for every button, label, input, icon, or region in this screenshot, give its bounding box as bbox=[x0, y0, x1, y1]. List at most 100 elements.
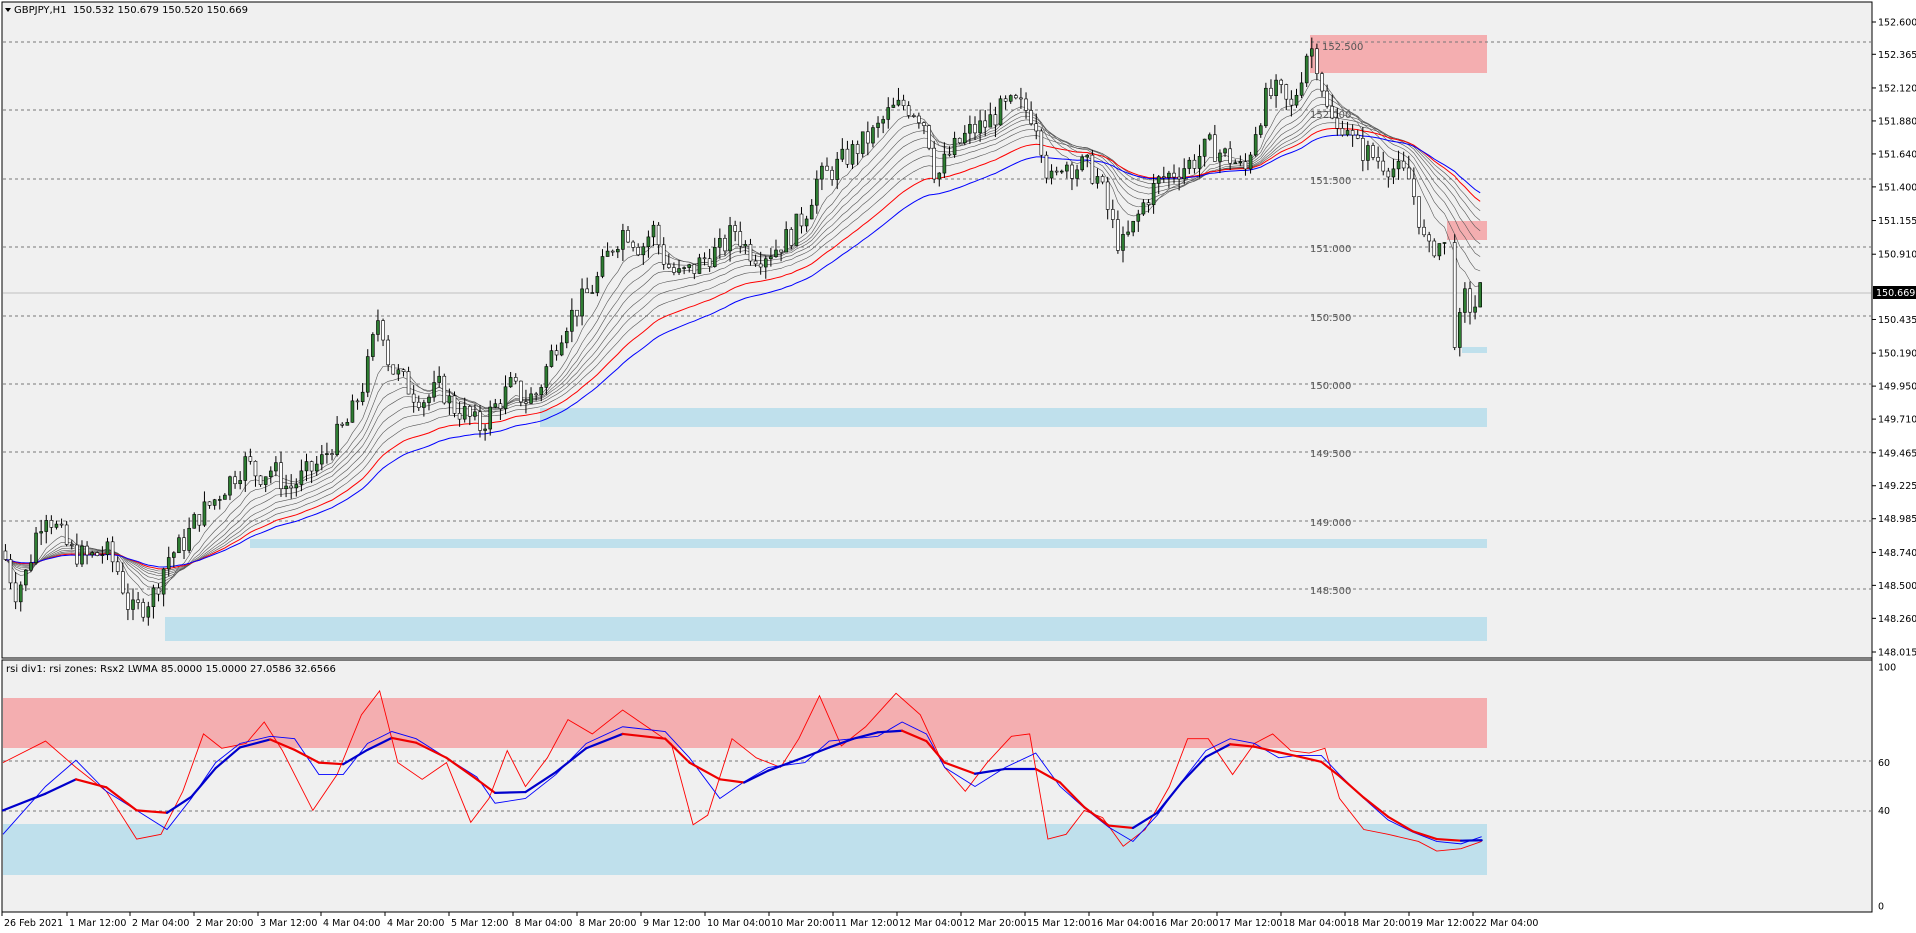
rsi-signal-segment bbox=[1204, 743, 1232, 759]
candle-body bbox=[636, 247, 641, 256]
candle-body bbox=[763, 258, 768, 268]
candle-body bbox=[126, 592, 130, 610]
candle-body bbox=[973, 124, 977, 134]
candle-body bbox=[891, 104, 896, 108]
candle-body bbox=[712, 246, 717, 267]
candle-body bbox=[896, 99, 901, 106]
candle-body bbox=[1304, 55, 1309, 84]
symbol-title: GBPJPY,H1 bbox=[14, 5, 67, 16]
rsi-signal-segment bbox=[585, 732, 624, 750]
candle-body bbox=[646, 236, 651, 248]
candle-body bbox=[1146, 202, 1151, 206]
candle-body bbox=[1218, 152, 1222, 162]
price-tick-label: 150.910 bbox=[1878, 250, 1916, 261]
candle-body bbox=[69, 544, 74, 546]
candle-body bbox=[962, 132, 967, 144]
candle-body bbox=[44, 520, 49, 532]
time-tick-label: 9 Mar 12:00 bbox=[643, 918, 700, 929]
candle-body bbox=[253, 460, 258, 477]
rsi-signal-segment bbox=[925, 739, 946, 764]
candle-body bbox=[340, 423, 345, 426]
rsi-signal-segment bbox=[664, 737, 691, 764]
candle-body bbox=[651, 224, 656, 238]
candle-body bbox=[998, 98, 1003, 126]
candle-body bbox=[182, 537, 186, 551]
collapse-triangle-icon[interactable] bbox=[5, 8, 11, 12]
time-tick-label: 4 Mar 04:00 bbox=[323, 918, 380, 929]
rsi-signal-segment bbox=[366, 736, 393, 751]
level-lines bbox=[3, 41, 1871, 590]
rsi-signal-segment bbox=[1295, 755, 1323, 763]
candle-body bbox=[1335, 117, 1340, 129]
candle-body bbox=[1238, 161, 1243, 164]
candle-body bbox=[860, 131, 865, 154]
rsi-signal-segment bbox=[621, 732, 667, 740]
candle-body bbox=[146, 606, 151, 618]
candle-body bbox=[1085, 154, 1090, 158]
candle-body bbox=[983, 120, 988, 128]
candle-body bbox=[1412, 178, 1416, 198]
candle-body bbox=[1207, 134, 1212, 140]
candle-body bbox=[1478, 282, 1482, 308]
rsi-signal-segment bbox=[190, 767, 217, 798]
rsi-signal-segment bbox=[1411, 830, 1438, 841]
rsi-signal-segment bbox=[718, 778, 746, 784]
price-tick-label: 150.190 bbox=[1878, 349, 1916, 360]
price-tick-label: 151.880 bbox=[1878, 116, 1916, 127]
candle-body bbox=[932, 147, 936, 180]
candle-body bbox=[718, 238, 722, 248]
candle-body bbox=[345, 422, 350, 426]
candle-body bbox=[422, 402, 426, 408]
candle-body bbox=[1110, 209, 1115, 220]
price-panel[interactable] bbox=[1, 1, 1873, 659]
level-label: 151.500 bbox=[1310, 176, 1351, 187]
supply-demand-zones bbox=[165, 35, 1487, 641]
candle-body bbox=[697, 257, 702, 274]
candle-body bbox=[600, 256, 605, 277]
candle-body bbox=[365, 356, 370, 393]
candle-body bbox=[1049, 170, 1054, 179]
candle-body bbox=[503, 386, 508, 409]
ma-blue-line bbox=[5, 134, 1481, 568]
candle-body bbox=[483, 428, 487, 431]
price-tick-label: 148.740 bbox=[1878, 548, 1916, 559]
candle-body bbox=[75, 544, 79, 565]
candle-body bbox=[978, 120, 982, 134]
candle-body bbox=[906, 105, 911, 116]
candle-body bbox=[1141, 202, 1146, 215]
candle-body bbox=[192, 514, 197, 529]
candle-body bbox=[1258, 125, 1263, 135]
candle-body bbox=[1202, 138, 1207, 157]
candle-body bbox=[1350, 130, 1355, 136]
candle-body bbox=[8, 559, 13, 584]
candle-body bbox=[1065, 164, 1069, 172]
candle-body bbox=[330, 453, 334, 455]
candle-body bbox=[274, 462, 278, 472]
candle-body bbox=[794, 213, 799, 246]
rsi-signal-segment bbox=[214, 746, 242, 770]
rsi-signal-segment bbox=[105, 786, 138, 812]
time-tick-label: 10 Mar 20:00 bbox=[771, 918, 834, 929]
time-tick-label: 16 Mar 04:00 bbox=[1091, 918, 1154, 929]
candle-body bbox=[570, 309, 574, 332]
candle-body bbox=[457, 413, 462, 420]
rsi-signal-segment bbox=[238, 738, 272, 749]
candle-body bbox=[141, 602, 146, 618]
candle-body bbox=[279, 462, 283, 490]
level-label: 150.000 bbox=[1310, 381, 1351, 392]
price-tick-label: 148.985 bbox=[1878, 514, 1916, 525]
demand-zone-1 bbox=[540, 408, 1487, 427]
level-label: 152.500 bbox=[1322, 42, 1363, 53]
rsi-tick-label: 60 bbox=[1878, 758, 1890, 769]
candle-body bbox=[1126, 231, 1130, 235]
candle-body bbox=[13, 582, 18, 603]
candle-body bbox=[59, 523, 64, 526]
candle-body bbox=[692, 264, 697, 274]
candle-body bbox=[728, 225, 732, 252]
candle-body bbox=[1406, 167, 1411, 180]
candle-body bbox=[100, 554, 105, 556]
candle-body bbox=[207, 501, 212, 506]
time-axis-ticks: 26 Feb 2021 1 Mar 12:00 2 Mar 04:00 2 Mar 2… bbox=[1, 912, 1538, 929]
rsi-signal-segment bbox=[943, 761, 977, 775]
candle-body bbox=[212, 499, 217, 506]
